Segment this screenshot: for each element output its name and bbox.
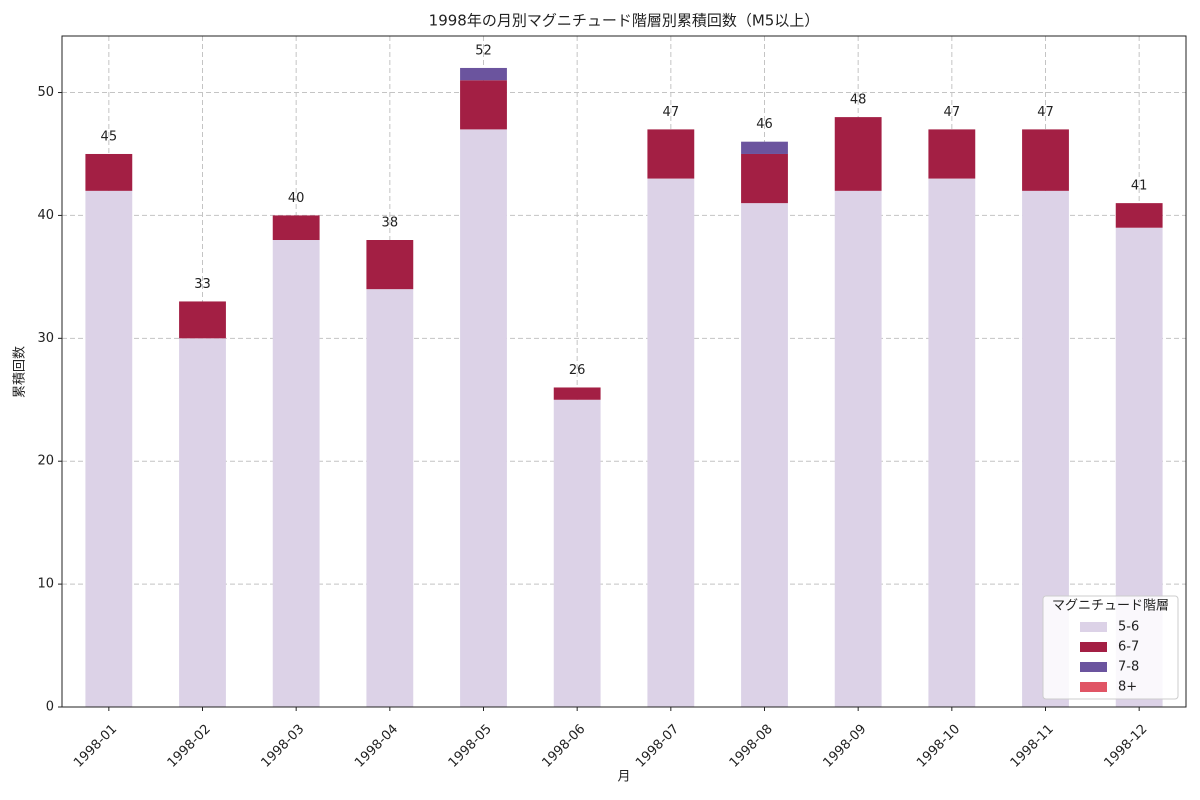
- y-axis-label: 累積回数: [13, 346, 28, 398]
- bar-segment: [741, 141, 788, 154]
- total-label: 47: [663, 105, 680, 120]
- bar-segment: [553, 399, 601, 707]
- legend-swatch: [1080, 642, 1107, 652]
- legend-swatch: [1080, 662, 1107, 672]
- total-label: 38: [382, 216, 399, 231]
- total-label: 48: [850, 93, 867, 108]
- bar-segment: [460, 80, 507, 130]
- bar-segment: [460, 67, 507, 81]
- bar-segment: [1115, 203, 1163, 228]
- total-label: 45: [101, 129, 118, 144]
- bar-segment: [553, 387, 601, 400]
- bar-segment: [647, 129, 695, 179]
- bar-segment: [179, 338, 226, 707]
- y-tick-label: 20: [37, 454, 54, 469]
- y-tick-label: 40: [37, 208, 54, 223]
- y-tick-label: 10: [37, 577, 54, 592]
- y-tick-label: 30: [37, 331, 54, 346]
- plot-frame: [61, 35, 1187, 708]
- legend-swatch: [1080, 682, 1107, 692]
- legend-swatch: [1080, 622, 1107, 632]
- bar-segment: [834, 190, 882, 707]
- legend-box: [1042, 595, 1179, 700]
- legend-label: 7-8: [1118, 660, 1139, 675]
- x-axis-label: 月: [617, 770, 630, 785]
- legend-label: 8+: [1118, 680, 1137, 695]
- bar-segment: [272, 240, 320, 707]
- bar-segment: [834, 117, 882, 191]
- bar-segment: [928, 129, 976, 179]
- bar-segment: [272, 215, 320, 241]
- legend-label: 5-6: [1118, 620, 1139, 635]
- bar-segment: [179, 301, 226, 339]
- chart-title: 1998年の月別マグニチュード階層別累積回数（M5以上）: [429, 12, 820, 30]
- bar-segment: [366, 289, 414, 707]
- total-label: 52: [475, 43, 492, 58]
- total-label: 40: [288, 191, 305, 206]
- y-tick-label: 50: [37, 85, 54, 100]
- total-label: 41: [1131, 179, 1148, 194]
- bar-segment: [1022, 129, 1069, 191]
- total-label: 33: [194, 277, 211, 292]
- bar-segment: [741, 153, 788, 204]
- total-label: 26: [569, 363, 586, 378]
- total-label: 47: [944, 105, 961, 120]
- bar-segment: [647, 178, 695, 708]
- total-label: 46: [756, 117, 773, 132]
- bar-segment: [460, 129, 507, 707]
- bar-segment: [85, 153, 133, 191]
- legend-title: マグニチュード階層: [1052, 599, 1169, 614]
- bar-segment: [85, 190, 133, 707]
- bar-segment: [366, 240, 414, 290]
- bar-segment: [928, 178, 976, 708]
- total-label: 47: [1037, 105, 1054, 120]
- legend-label: 6-7: [1118, 640, 1139, 655]
- bar-segment: [741, 203, 788, 707]
- y-tick-label: 0: [46, 700, 54, 715]
